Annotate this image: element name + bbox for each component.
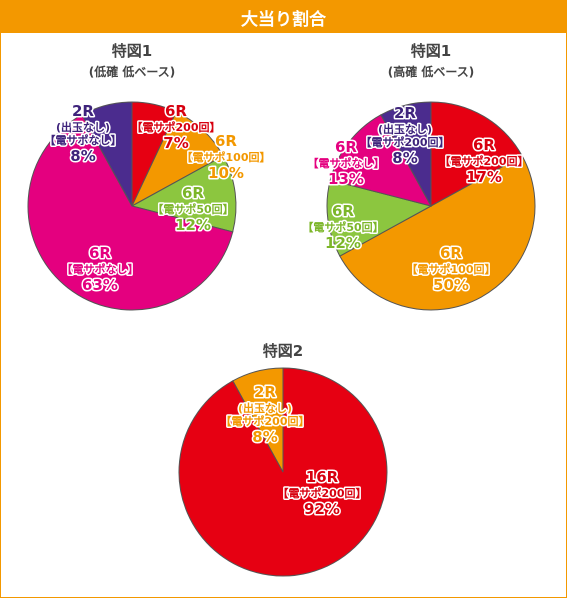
slice-round-label: 6R — [440, 244, 462, 262]
slice-desc-label: 【電サポ200回】 — [278, 486, 367, 500]
slice-desc-label: (出玉なし) — [378, 122, 432, 136]
chart-title: 特図1 — [411, 42, 451, 60]
chart-title: 特図1 — [112, 42, 152, 60]
slice-round-label: 6R — [215, 132, 237, 150]
slice-percent-label: 8% — [252, 428, 277, 446]
slice-percent-label: 12% — [175, 216, 211, 234]
slice-round-label: 2R — [394, 104, 416, 122]
slice-desc-label: 【電サポ50回】 — [152, 202, 233, 216]
slice-percent-label: 92% — [304, 500, 340, 518]
pie-slice — [339, 155, 536, 311]
pie-slice — [326, 179, 433, 257]
slice-desc-label: 【電サポ50回】 — [302, 220, 383, 234]
slice-desc-label: 【電サポ200回】 — [132, 120, 221, 134]
slice-round-label: 2R — [72, 102, 94, 120]
slice-desc-label: (出玉なし) — [56, 120, 110, 134]
slice-desc2-label: 【電サポ200回】 — [221, 414, 310, 428]
slice-desc2-label: 【電サポ200回】 — [361, 135, 450, 149]
slice-percent-label: 8% — [70, 147, 95, 165]
slice-percent-label: 50% — [433, 276, 469, 294]
slice-percent-label: 63% — [82, 276, 118, 294]
slice-percent-label: 12% — [325, 234, 361, 252]
slice-desc-label: 【電サポなし】 — [62, 262, 139, 276]
slice-round-label: 6R — [473, 136, 495, 154]
pie-slice — [130, 155, 237, 233]
slice-desc2-label: 【電サポなし】 — [45, 133, 122, 147]
pie-slice — [232, 367, 284, 473]
slice-round-label: 6R — [165, 102, 187, 120]
slice-round-label: 16R — [306, 468, 339, 486]
pie-slice — [430, 101, 523, 207]
slice-percent-label: 17% — [466, 168, 502, 186]
slice-desc-label: (出玉なし) — [238, 401, 292, 415]
slice-round-label: 6R — [182, 184, 204, 202]
page-title: 大当り割合 — [1, 1, 566, 33]
slice-round-label: 6R — [89, 244, 111, 262]
slice-round-label: 2R — [254, 383, 276, 401]
slice-round-label: 6R — [332, 202, 354, 220]
slice-desc-label: 【電サポなし】 — [308, 156, 385, 170]
slice-percent-label: 10% — [208, 164, 244, 182]
slice-percent-label: 13% — [328, 170, 364, 188]
slice-desc-label: 【電サポ100回】 — [182, 150, 271, 164]
chart-title: 特図2 — [263, 342, 303, 360]
pie-slice — [380, 101, 432, 207]
chart-subtitle: (低確 低ベース) — [89, 64, 176, 79]
pie-slice — [329, 114, 432, 207]
chart-subtitle: (高確 低ベース) — [388, 64, 475, 79]
slice-round-label: 6R — [335, 138, 357, 156]
slice-percent-label: 8% — [392, 149, 417, 167]
slice-desc-label: 【電サポ200回】 — [440, 154, 529, 168]
pie-slice — [27, 114, 234, 311]
pie-slice — [81, 101, 133, 207]
slice-desc-label: 【電サポ100回】 — [407, 262, 496, 276]
slice-percent-label: 7% — [163, 134, 188, 152]
